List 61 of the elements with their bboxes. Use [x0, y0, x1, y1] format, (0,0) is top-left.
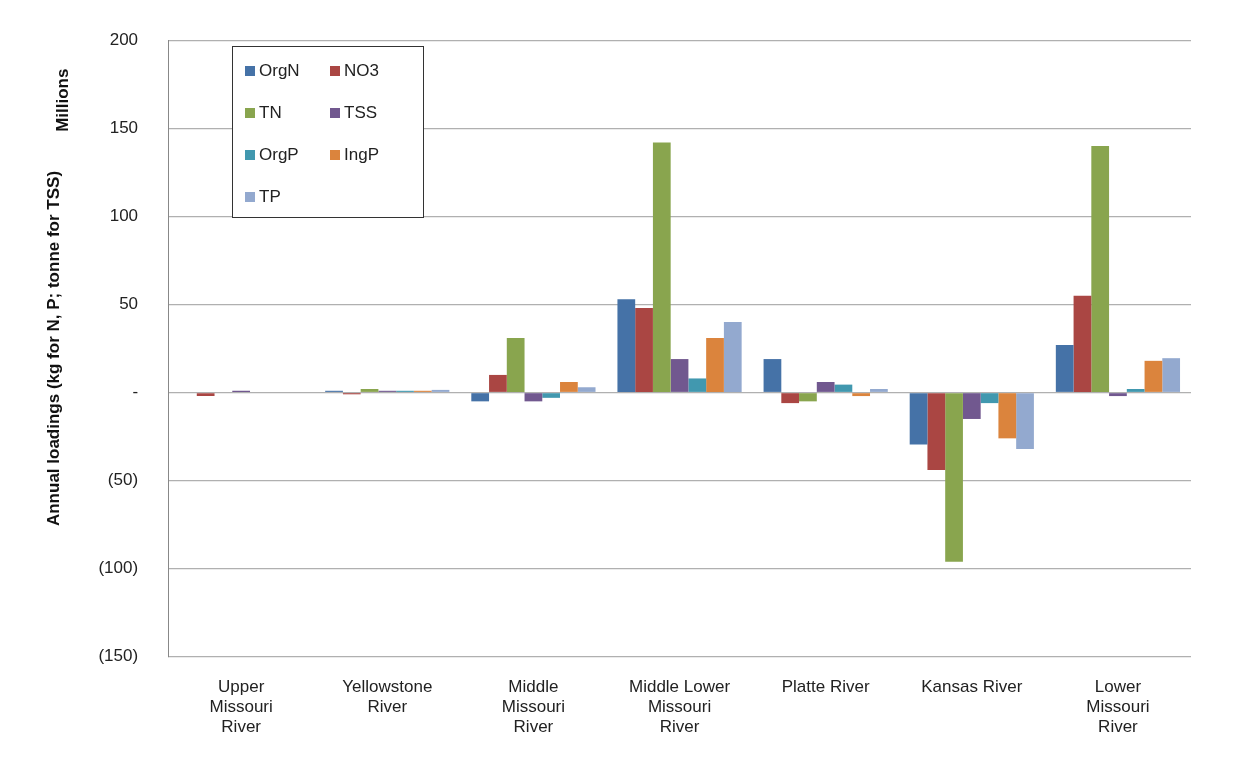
- x-tick-label: Lower Missouri River: [1086, 676, 1150, 737]
- bar: [909, 393, 928, 445]
- bar: [1109, 393, 1127, 397]
- y-tick-label: 100: [109, 206, 139, 226]
- bar: [652, 142, 671, 392]
- bar: [763, 359, 782, 392]
- bar: [1091, 145, 1110, 392]
- bar: [980, 393, 999, 404]
- x-tick-label: Kansas River: [921, 676, 1023, 696]
- y-tick-label: 200: [109, 29, 139, 49]
- legend-label: TP: [259, 187, 281, 207]
- bar: [670, 359, 689, 392]
- legend-label: TN: [259, 103, 282, 123]
- bar: [1055, 344, 1074, 392]
- bar: [799, 393, 817, 402]
- bar: [1144, 360, 1163, 392]
- bar: [617, 299, 636, 392]
- bar: [524, 393, 543, 402]
- bar: [962, 393, 981, 419]
- bar: [781, 393, 800, 404]
- y-axis-title: Annual loadings (kg for N, P; tonne for TSS): [43, 170, 63, 527]
- x-tick-label: Yellowstone River: [342, 676, 433, 717]
- y-tick-label: -: [132, 382, 139, 402]
- bar: [577, 387, 596, 392]
- bar: [542, 393, 561, 398]
- bar: [196, 393, 215, 397]
- legend-label: OrgN: [259, 61, 300, 81]
- bar: [1162, 358, 1181, 392]
- y-tick-label: (100): [98, 558, 139, 578]
- legend-label: TSS: [344, 103, 378, 123]
- y-tick-label: (50): [107, 470, 139, 490]
- bar: [706, 337, 724, 392]
- x-tick-label: Platte River: [781, 676, 870, 696]
- bar: [927, 393, 946, 471]
- bar: [688, 378, 707, 392]
- bar: [945, 393, 963, 562]
- bar: [723, 322, 742, 392]
- x-tick-label: Middle Lower Missouri River: [628, 676, 731, 737]
- legend-label: IngP: [344, 145, 379, 165]
- y-tick-label: (150): [98, 646, 139, 666]
- text: Millions: [52, 68, 72, 132]
- bar: [360, 389, 379, 392]
- bar: [834, 384, 853, 392]
- bar: [1073, 295, 1092, 392]
- y-tick-label: 150: [109, 117, 139, 137]
- bar: [471, 393, 490, 402]
- bar: [489, 374, 507, 392]
- x-tick-label: Upper Missouri River: [209, 676, 273, 737]
- x-tick-label: Middle Missouri River: [501, 676, 566, 737]
- legend-label: OrgP: [259, 145, 299, 165]
- bar: [1126, 389, 1145, 392]
- bar: [635, 307, 653, 392]
- bar: [506, 337, 525, 392]
- bar: [998, 393, 1017, 439]
- bar: [560, 381, 578, 392]
- y-tick-label: 50: [119, 294, 139, 314]
- bar: [816, 381, 835, 392]
- bar: [1016, 393, 1034, 449]
- bar: [852, 393, 871, 397]
- legend-label: NO3: [344, 61, 379, 81]
- bar: [870, 389, 888, 392]
